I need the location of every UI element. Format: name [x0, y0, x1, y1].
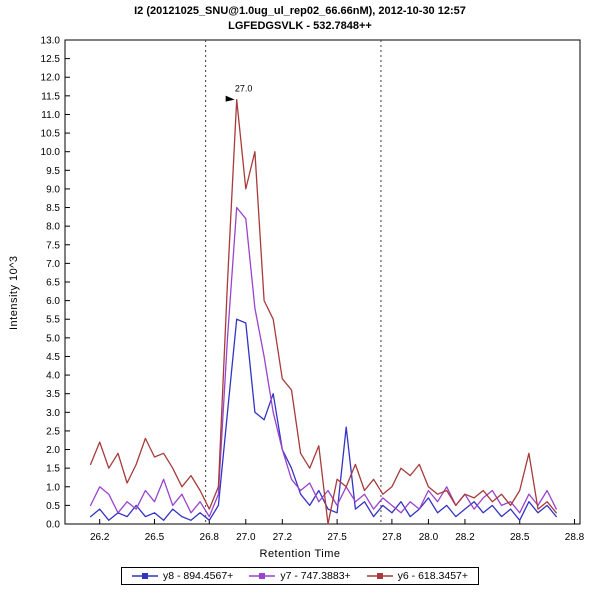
y-tick-label: 0.0 — [46, 520, 60, 531]
chart-title: I2 (20121025_SNU@1.0ug_ul_rep02_66.66nM)… — [134, 5, 466, 17]
y-tick-label: 8.5 — [46, 203, 60, 214]
y-tick-label: 4.0 — [46, 371, 60, 382]
y-tick-label: 13.0 — [41, 36, 61, 47]
series-line-y8 — [89, 318, 557, 521]
title-block: I2 (20121025_SNU@1.0ug_ul_rep02_66.66nM)… — [0, 0, 600, 34]
y-tick-label: 6.0 — [46, 296, 60, 307]
y-tick-label: 11.5 — [41, 91, 60, 102]
y-tick-label: 6.5 — [46, 278, 60, 289]
plot-area[interactable]: 0.0 0.5 1.0 1.5 2.0 2.5 3.0 3.5 4.0 4.5 5.0 5.5 6.0 6… — [0, 34, 600, 550]
x-tick-label: 28.0 — [419, 532, 439, 543]
legend-label: y8 - 894.4567+ — [162, 570, 234, 582]
legend: y8 - 894.4567+ y7 - 747.3883+ y6 - 618.345… — [120, 567, 480, 585]
x-tick-label: 26.2 — [90, 532, 110, 543]
legend-item-y7[interactable]: y7 - 747.3883+ — [249, 570, 351, 582]
y-tick-label: 8.0 — [46, 222, 60, 233]
series-line-y6 — [89, 98, 557, 525]
x-tick-label: 28.2 — [455, 532, 475, 543]
legend-marker-icon — [131, 573, 158, 579]
legend-item-y8[interactable]: y8 - 894.4567+ — [131, 570, 234, 582]
y-tick-label: 9.5 — [46, 166, 60, 177]
legend-item-y6[interactable]: y6 - 618.3457+ — [366, 570, 469, 582]
y-tick-label: 7.5 — [46, 240, 60, 251]
y-tick-label: 2.0 — [46, 445, 60, 456]
x-tick-label: 26.5 — [145, 532, 165, 543]
peak-annotation-label: 27.0 — [235, 84, 253, 94]
series-line-y7 — [89, 206, 557, 518]
y-tick-label: 7.0 — [46, 259, 60, 270]
legend-marker-icon — [249, 573, 276, 579]
y-tick-label: 2.5 — [46, 426, 60, 437]
y-tick-label: 5.0 — [46, 333, 60, 344]
x-axis-label: Retention Time — [259, 548, 341, 560]
x-tick-label: 27.0 — [236, 532, 256, 543]
y-tick-label: 10.5 — [41, 129, 61, 140]
y-tick-label: 1.0 — [46, 482, 60, 493]
legend-label: y7 - 747.3883+ — [280, 570, 351, 582]
y-tick-label: 12.0 — [41, 73, 61, 84]
y-tick-label: 0.5 — [46, 501, 60, 512]
legend-label: y6 - 618.3457+ — [397, 570, 469, 582]
y-tick-label: 5.5 — [46, 315, 60, 326]
y-tick-label: 12.5 — [41, 54, 61, 65]
y-tick-label: 10.0 — [41, 147, 61, 158]
y-tick-label: 1.5 — [46, 464, 60, 475]
y-axis-label: Intensity 10^3 — [8, 255, 20, 330]
x-tick-label: 27.2 — [273, 532, 293, 543]
chart-subtitle: LGFEDGSVLK - 532.7848++ — [228, 20, 372, 32]
y-tick-label: 4.5 — [46, 352, 60, 363]
plot-frame — [64, 39, 581, 525]
y-tick-label: 3.0 — [46, 408, 60, 419]
x-tick-label: 26.8 — [200, 532, 220, 543]
peak-arrow-icon — [225, 95, 235, 102]
x-tick-label: 28.8 — [565, 532, 585, 543]
x-tick-label: 27.8 — [382, 532, 402, 543]
y-tick-label: 11.0 — [41, 110, 60, 121]
legend-marker-icon — [366, 573, 393, 579]
y-tick-label: 9.0 — [46, 184, 60, 195]
x-tick-label: 27.5 — [327, 532, 347, 543]
y-tick-label: 3.5 — [46, 389, 60, 400]
x-tick-label: 28.5 — [510, 532, 530, 543]
